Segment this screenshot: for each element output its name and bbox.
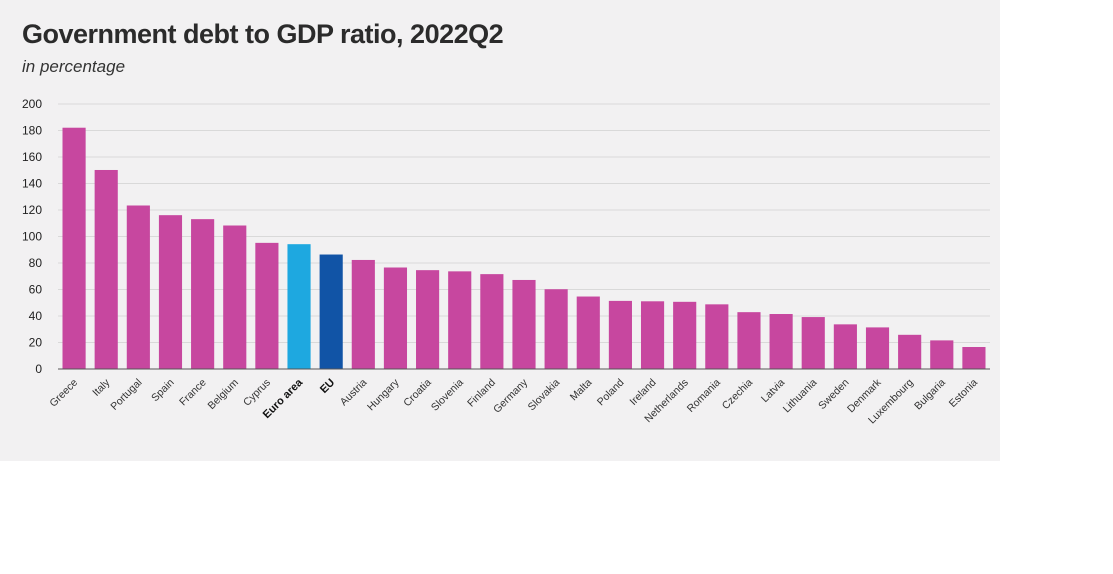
bar-czechia [737, 312, 761, 369]
bar-latvia [769, 314, 793, 369]
bar-bulgaria [930, 340, 954, 369]
bar-austria [351, 259, 375, 369]
bar-italy [94, 169, 118, 369]
x-tick-label: Portugal [108, 377, 144, 413]
y-tick-label: 180 [22, 124, 42, 138]
x-tick-label: Lithuania [781, 377, 820, 416]
bar-spain [158, 215, 183, 369]
x-tick-label: Spain [149, 377, 177, 405]
x-tick-label: Poland [595, 377, 627, 409]
x-tick-label: Hungary [365, 376, 402, 413]
bar-hungary [383, 267, 408, 369]
chart-title: Government debt to GDP ratio, 2022Q2 [22, 19, 504, 49]
bar-netherlands [673, 301, 697, 369]
x-tick-label: Bulgaria [912, 377, 948, 413]
x-tick-label: Czechia [720, 377, 755, 412]
y-tick-label: 20 [29, 336, 43, 350]
bar-lithuania [801, 317, 825, 369]
y-tick-label: 140 [22, 177, 42, 191]
bar-cyprus [255, 242, 279, 369]
bar-portugal [126, 205, 150, 369]
bar-romania [705, 304, 729, 369]
x-tick-label: EU [318, 377, 337, 396]
bar-estonia [962, 347, 986, 369]
x-tick-label: Germany [491, 376, 531, 416]
x-tick-label: Italy [90, 376, 113, 399]
bar-ireland [640, 301, 665, 369]
x-tick-label: Belgium [206, 376, 241, 411]
x-tick-label: Slovenia [429, 377, 466, 414]
bar-eu [319, 254, 343, 369]
bar-slovakia [544, 289, 568, 369]
bar-france [191, 219, 215, 369]
bar-belgium [223, 225, 247, 369]
bar-slovenia [448, 271, 472, 369]
y-tick-label: 120 [22, 203, 42, 217]
y-tick-label: 160 [22, 150, 42, 164]
x-tick-label: Austria [338, 377, 370, 409]
bar-luxembourg [898, 334, 922, 369]
bar-greece [62, 127, 86, 369]
x-tick-label: Romania [685, 377, 723, 415]
bar-sweden [833, 324, 857, 369]
y-tick-label: 100 [22, 230, 42, 244]
x-tick-label: Greece [47, 377, 80, 410]
y-tick-label: 60 [29, 283, 43, 297]
bar-croatia [416, 270, 440, 369]
bar-denmark [865, 327, 890, 369]
y-axis-ticks: 0 20 40 60 80 100 120 140 160 180 200 [22, 97, 42, 376]
bar-euro-area [287, 244, 311, 369]
x-tick-label: Malta [568, 377, 595, 404]
x-tick-label: Latvia [759, 377, 787, 405]
bar-poland [608, 300, 632, 369]
x-tick-label: Ireland [627, 377, 658, 408]
x-tick-label: France [177, 377, 209, 409]
x-tick-label: Slovakia [526, 377, 563, 414]
y-tick-label: 0 [35, 362, 42, 376]
y-tick-label: 200 [22, 97, 42, 111]
bars [62, 127, 986, 369]
y-tick-label: 40 [29, 309, 43, 323]
x-tick-label: Estonia [947, 377, 980, 410]
chart-subtitle: in percentage [22, 57, 126, 76]
bar-germany [512, 279, 536, 369]
bar-malta [576, 296, 600, 369]
y-tick-label: 80 [29, 256, 43, 270]
bar-finland [480, 274, 504, 369]
